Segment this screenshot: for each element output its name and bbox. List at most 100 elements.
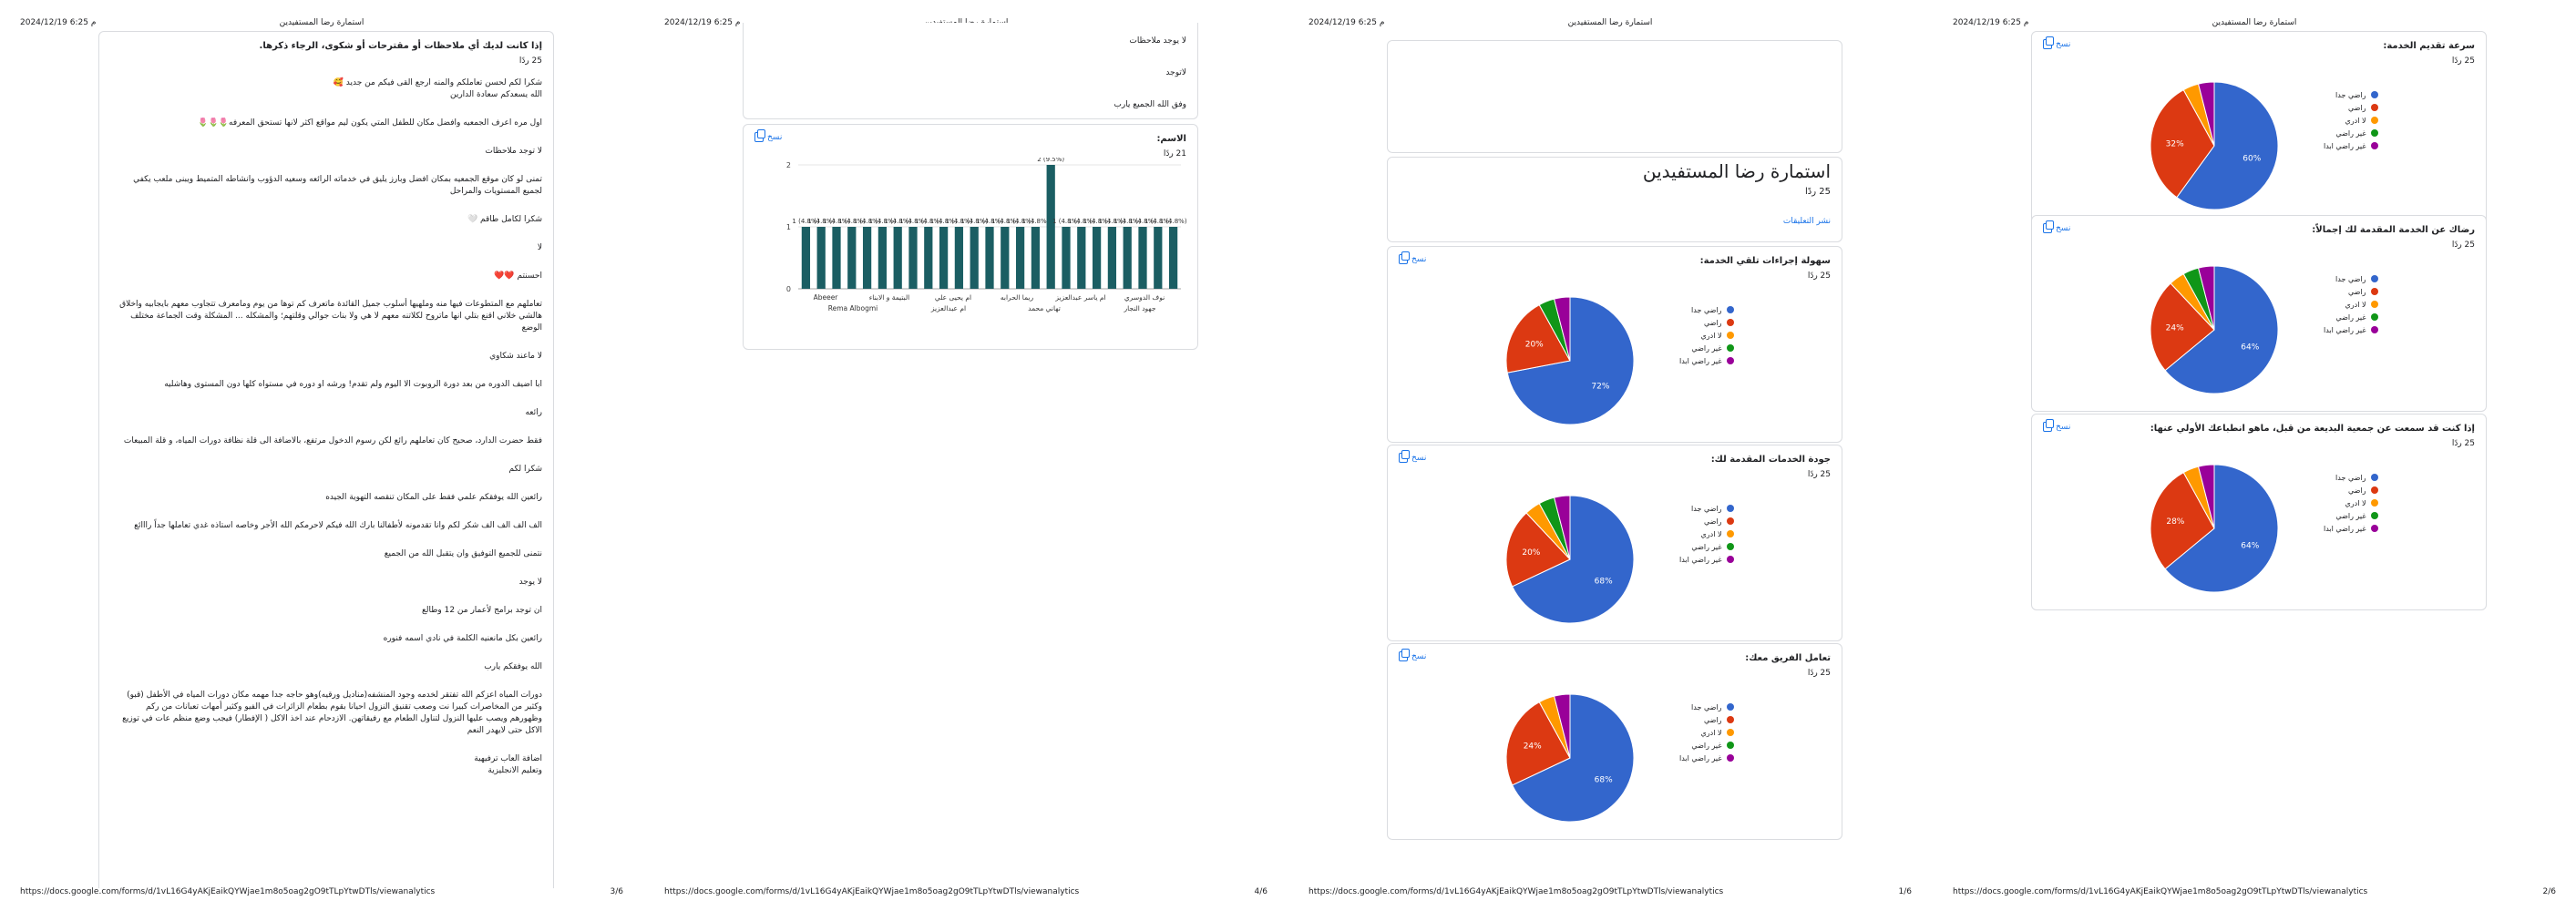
legend-swatch (2370, 525, 2378, 532)
bar (1046, 165, 1055, 289)
bar-data-label: 1 (4.8%) (884, 218, 911, 225)
pie-chart: 72% 20% (1505, 296, 1635, 425)
legend-label: غير راضي (2335, 511, 2366, 520)
copy-button[interactable]: نسخ (2043, 419, 2071, 432)
legend-label: راضي (1703, 318, 1722, 327)
copy-icon (1399, 649, 1410, 661)
bar-data-label: 1 (4.8%) (1021, 218, 1049, 225)
response-count: 25 ردًا (2451, 241, 2475, 250)
response-count: 25 ردًا (518, 56, 542, 66)
legend-item: راضي (2324, 101, 2378, 114)
legend-swatch (1726, 344, 1734, 352)
response-item: رائعين بكل مانعنيه الكلمة في نادي اسمه ف… (383, 634, 542, 643)
legend-label: راضي جدا (1691, 305, 1722, 314)
pie-slice-label: 20% (1522, 548, 1540, 558)
copy-button[interactable]: نسخ (2043, 36, 2070, 49)
response-item: تعاملهم مع المتطوعات فيها منه وملهيها أس… (119, 300, 542, 333)
legend-label: راضي جدا (2335, 274, 2366, 283)
question-card-pie: جودة الخدمات المقدمة لك: 25 ردًا نسخ 68% 20%… (1387, 445, 1842, 641)
chart-legend: راضي جدا راضي لا ادري غير راضي غير راضي ابدا (2324, 88, 2378, 152)
copy-icon (1399, 450, 1410, 463)
pie-slice (2150, 282, 2215, 372)
bar (816, 227, 826, 289)
legend-item: راضي جدا (1679, 701, 1734, 713)
question-card-pie: سرعة تقديم الخدمة: 25 ردًا نسخ 60% 32% راضي ج… (2031, 31, 2487, 228)
legend-label: لا ادري (1700, 529, 1722, 538)
bar (1077, 227, 1086, 289)
x-tick-label: ام ياسر عبدالعزيز (1054, 293, 1105, 302)
pie-slice (1506, 296, 1635, 425)
copy-button[interactable]: نسخ (2043, 220, 2070, 233)
pie-slice (2150, 88, 2215, 199)
pie-slice (1511, 693, 1635, 823)
response-item: تمنى لو كان موقع الجمعيه بمكان افضل وبار… (133, 175, 542, 196)
copy-button[interactable]: نسخ (1399, 649, 1426, 661)
legend-label: لا ادري (1700, 331, 1722, 340)
legend-label: غير راضي (1691, 343, 1722, 353)
legend-item: لا ادري (1679, 726, 1734, 739)
response-item: ابا اضيف الدوره من بعد دورة الروبوت الا … (164, 380, 542, 389)
question-title: الاسم: (1156, 134, 1186, 144)
copy-label: نسخ (1411, 453, 1427, 463)
pie-slice (1505, 303, 1571, 374)
copy-button[interactable]: نسخ (754, 129, 782, 142)
pie-slice-label: 64% (2241, 541, 2259, 550)
response-item: الف الف الف الف شكر لكم وانا تقدمونه لأط… (134, 521, 542, 530)
legend-item: راضي (2324, 285, 2378, 298)
legend-item: لا ادري (2324, 114, 2378, 127)
bar-data-label: 1 (4.8%) (1144, 218, 1172, 225)
legend-swatch (1726, 716, 1734, 723)
response-item: اضافة العاب ترفيهية وتعليم الانجليزية (474, 754, 542, 775)
legend-label: غير راضي (1691, 741, 1722, 750)
header-banner-card (1387, 40, 1842, 153)
copy-button[interactable]: نسخ (1399, 251, 1426, 264)
x-tick-label: جهود النجار (1123, 304, 1155, 312)
pie-slice (2197, 81, 2215, 147)
page-header: 2024/12/19 6:25 م استمارة رضا المستفيدين (1309, 18, 1912, 31)
response-item: رائعين الله يوفقكم علمي فقط على المكان ت… (325, 493, 542, 502)
legend-swatch (2370, 301, 2378, 308)
x-tick-label: نوف الدوسري (1124, 293, 1165, 302)
pie-chart: 64% 28% (2150, 464, 2279, 593)
page-number: 2/6 (2542, 887, 2556, 896)
x-tick-label: تهاني محمد (1028, 304, 1061, 312)
legend-swatch (1726, 517, 1734, 525)
page-footer: https://docs.google.com/forms/d/1vL16G4y… (1953, 887, 2556, 900)
print-url: https://docs.google.com/forms/d/1vL16G4y… (20, 887, 436, 896)
copy-button[interactable]: نسخ (1399, 450, 1427, 463)
publish-analytics-link[interactable]: نشر التعليقات (1782, 217, 1831, 226)
legend-label: لا ادري (2345, 116, 2366, 125)
pie-slice (2197, 265, 2215, 331)
bar-data-label: 1 (4.8%) (945, 218, 972, 225)
bar (801, 227, 811, 289)
x-tick-label: ريما الحرابه (1001, 293, 1034, 302)
pie-slice-label: 20% (1525, 341, 1544, 350)
pie-slice-label: 64% (2241, 343, 2259, 352)
question-card-feedback-cont: لا يوجد ملاحظات لاتوجد وفق الله الجميع ي… (743, 23, 1198, 119)
bar-data-label: 1 (4.8%) (991, 218, 1019, 225)
legend-swatch (1726, 543, 1734, 550)
legend-swatch (1726, 319, 1734, 326)
legend-label: راضي (2347, 486, 2366, 495)
legend-item: غير راضي (2324, 509, 2378, 522)
copy-icon (754, 129, 765, 142)
legend-swatch (1726, 754, 1734, 762)
question-title: جودة الخدمات المقدمة لك: (1710, 455, 1831, 465)
legend-swatch (2370, 313, 2378, 321)
print-url: https://docs.google.com/forms/d/1vL16G4y… (1309, 887, 1724, 896)
chart-legend: راضي جدا راضي لا ادري غير راضي غير راضي ابدا (2324, 272, 2378, 336)
bar-data-label: 1 (4.8%) (960, 218, 988, 225)
copy-label: نسخ (2056, 422, 2071, 432)
bar-data-label: 1 (4.8%) (1083, 218, 1111, 225)
bar (1015, 227, 1025, 289)
chart-legend: راضي جدا راضي لا ادري غير راضي غير راضي ابدا (1679, 701, 1734, 764)
pie-slice-label: 24% (2166, 323, 2184, 333)
legend-item: لا ادري (2324, 298, 2378, 311)
legend-swatch (1726, 505, 1734, 512)
print-url: https://docs.google.com/forms/d/1vL16G4y… (664, 887, 1080, 896)
bar-data-label: 1 (4.8%) (823, 218, 850, 225)
legend-label: راضي (2347, 103, 2366, 112)
response-item: فقط حضرت الدارد، صحيح كان تعاملهم رائع ل… (123, 436, 542, 445)
